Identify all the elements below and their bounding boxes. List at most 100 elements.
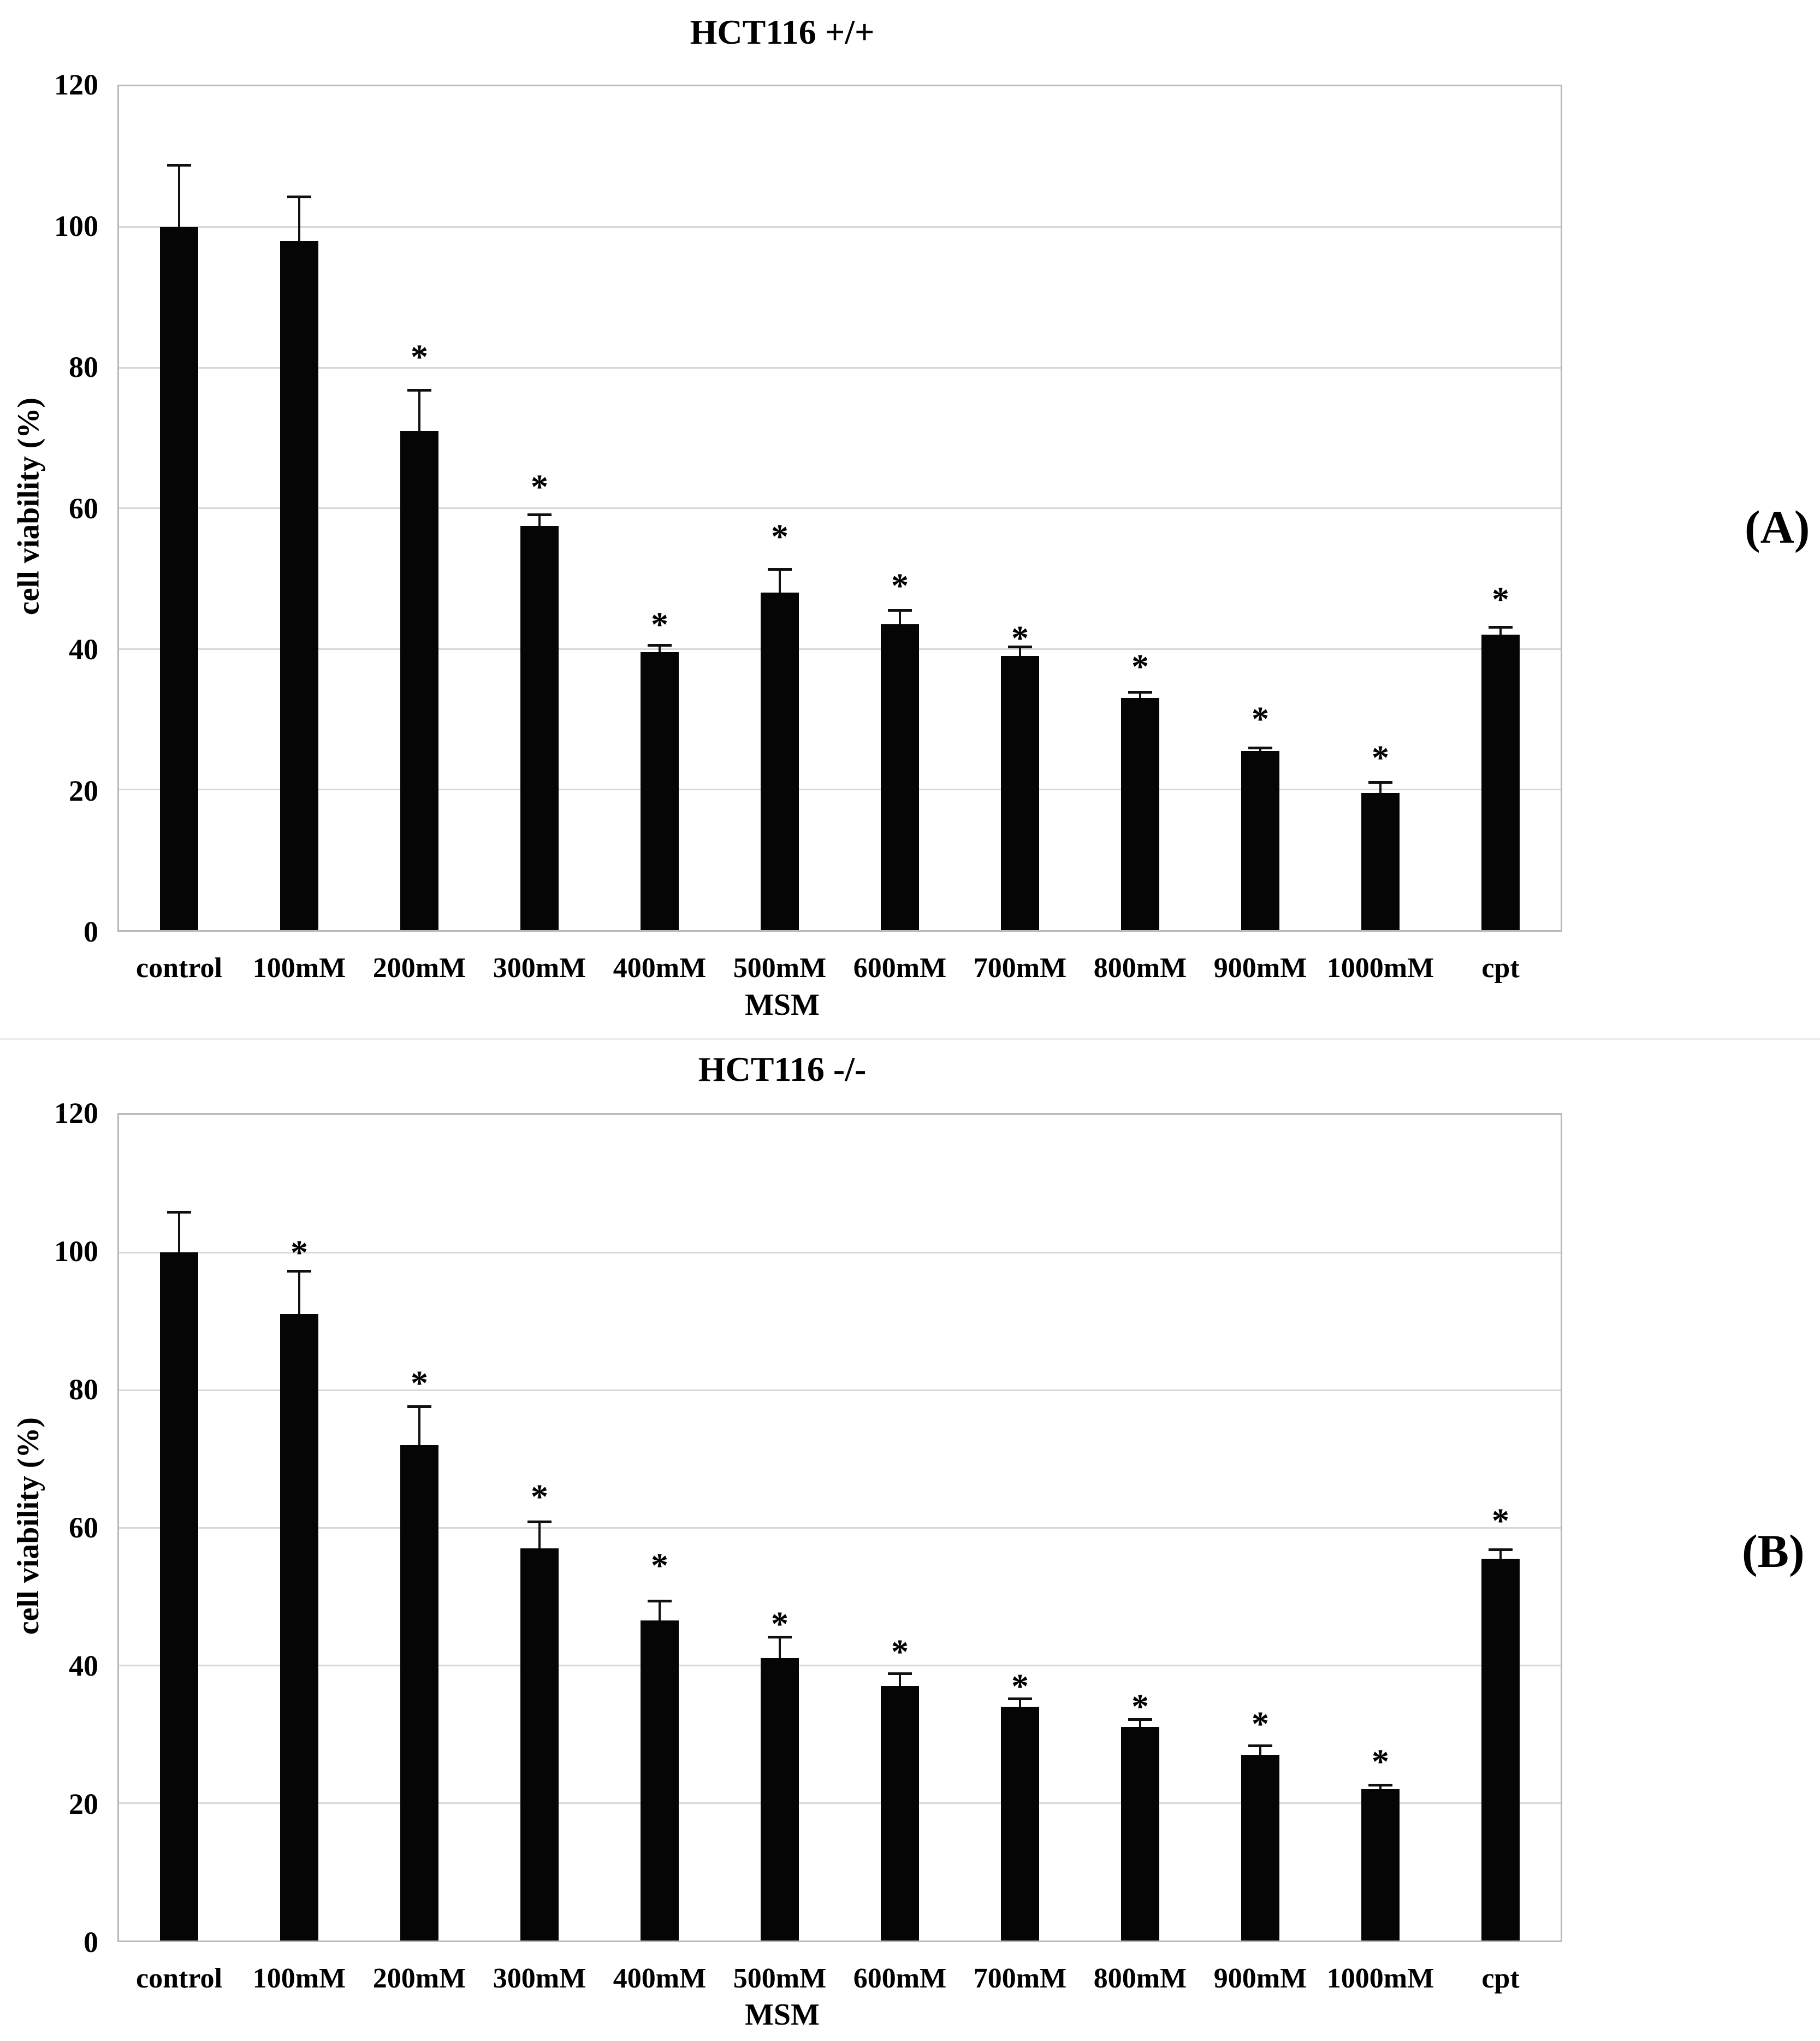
error-bar-line [298, 195, 300, 241]
bar [1241, 1754, 1279, 1941]
significance-asterisk: * [1372, 1742, 1389, 1781]
significance-asterisk: * [411, 1363, 428, 1403]
error-bar [287, 195, 311, 241]
error-bar-line [538, 1521, 541, 1548]
significance-asterisk: * [891, 566, 909, 605]
error-bar-cap [888, 1672, 912, 1675]
bar [1001, 1706, 1039, 1941]
y-tick-label: 20 [69, 1788, 98, 1820]
bar [881, 1685, 919, 1941]
error-bar [888, 608, 912, 624]
error-bar [407, 1405, 431, 1445]
y-tick-label: 0 [84, 1926, 98, 1959]
bar [520, 1548, 559, 1941]
x-axis-label-a: MSM [745, 988, 820, 1022]
error-bar [768, 1635, 792, 1659]
y-tick-label: 100 [54, 209, 98, 242]
error-bar-cap [768, 1635, 792, 1638]
bar [641, 1620, 679, 1941]
significance-asterisk: * [531, 467, 548, 506]
gridline [119, 1527, 1561, 1529]
y-tick-label: 40 [69, 633, 98, 666]
significance-asterisk: * [1011, 1666, 1029, 1705]
y-tick-label: 0 [84, 915, 98, 948]
error-bar [1248, 1744, 1272, 1755]
bar [400, 1445, 438, 1941]
error-bar-cap [1128, 691, 1152, 694]
error-bar-line [1019, 1697, 1021, 1707]
panel-divider [0, 1038, 1820, 1040]
bar [280, 1314, 318, 1941]
bar [1481, 635, 1520, 930]
error-bar-line [178, 1211, 180, 1252]
error-bar-line [779, 1635, 781, 1659]
error-bar-line [899, 1672, 901, 1686]
y-tick-label: 100 [54, 1235, 98, 1268]
significance-asterisk: * [1252, 699, 1269, 738]
bar [881, 624, 919, 930]
x-tick-label: 900mM [1213, 953, 1307, 984]
error-bar-line [298, 1269, 300, 1315]
y-tick-label: 120 [54, 1097, 98, 1129]
error-bar-cap [407, 388, 431, 392]
error-bar [167, 163, 191, 227]
bar [761, 593, 799, 930]
x-tick-label: 200mM [372, 1963, 466, 1994]
panel-a: HCT116 +/+ cell viability (%) control 100… [12, 13, 1810, 1022]
x-tick-label: 100mM [252, 1963, 346, 1994]
significance-asterisk: * [1011, 618, 1029, 658]
error-bar [1368, 781, 1392, 793]
error-bar-cap [768, 567, 792, 571]
bar [1121, 698, 1159, 930]
error-bar [167, 1211, 191, 1252]
error-bar-cap [527, 1521, 552, 1524]
error-bar-line [899, 608, 901, 624]
significance-asterisk: * [651, 1546, 668, 1585]
gridline [119, 1664, 1561, 1666]
chart-title-b: HCT116 -/- [698, 1050, 867, 1088]
error-bar-cap [1248, 746, 1272, 749]
significance-asterisk: * [1492, 579, 1509, 619]
error-bar-line [1379, 781, 1382, 793]
error-bar [1489, 625, 1513, 635]
error-bar [407, 388, 431, 431]
y-tick-label: 60 [69, 1511, 98, 1544]
error-bar-cap [287, 1269, 311, 1273]
error-bar-line [1499, 1548, 1502, 1559]
error-bar-cap [167, 1211, 191, 1214]
error-bar [527, 1521, 552, 1548]
significance-asterisk: * [1372, 738, 1389, 777]
bar [160, 1252, 198, 1941]
bar [641, 652, 679, 930]
x-tick-label: 300mM [493, 1963, 586, 1994]
x-tick-label: 800mM [1093, 1963, 1187, 1994]
error-bar-cap [1489, 625, 1513, 629]
error-bar [1128, 691, 1152, 699]
panel-letter-a: (A) [1745, 501, 1810, 553]
error-bar-cap [1128, 1718, 1152, 1721]
y-tick-label: 60 [69, 492, 98, 525]
bar [1001, 655, 1039, 930]
gridline [119, 366, 1561, 369]
x-tick-label: 500mM [733, 1963, 827, 1994]
error-bar [1489, 1548, 1513, 1559]
error-bar-cap [648, 644, 672, 647]
error-bar [768, 567, 792, 593]
x-tick-label: control [136, 953, 222, 984]
error-bar [287, 1269, 311, 1315]
error-bar-cap [167, 163, 191, 167]
bar [761, 1658, 799, 1941]
x-tick-label: 100mM [252, 953, 346, 984]
chart-title-a: HCT116 +/+ [690, 13, 875, 51]
x-tick-label: 500mM [733, 953, 827, 984]
y-tick-label: 80 [69, 1373, 98, 1406]
error-bar-cap [287, 195, 311, 198]
x-tick-label: 900mM [1213, 1963, 1307, 1994]
x-tick-label: 700mM [973, 1963, 1067, 1994]
significance-asterisk: * [891, 1631, 909, 1671]
error-bar-cap [1489, 1548, 1513, 1551]
gridline [119, 226, 1561, 228]
plot-area-b: control * 100mM * 200mM * 300mM * 400mM * 500mM * 60… [117, 1113, 1562, 1994]
significance-asterisk: * [411, 337, 428, 376]
